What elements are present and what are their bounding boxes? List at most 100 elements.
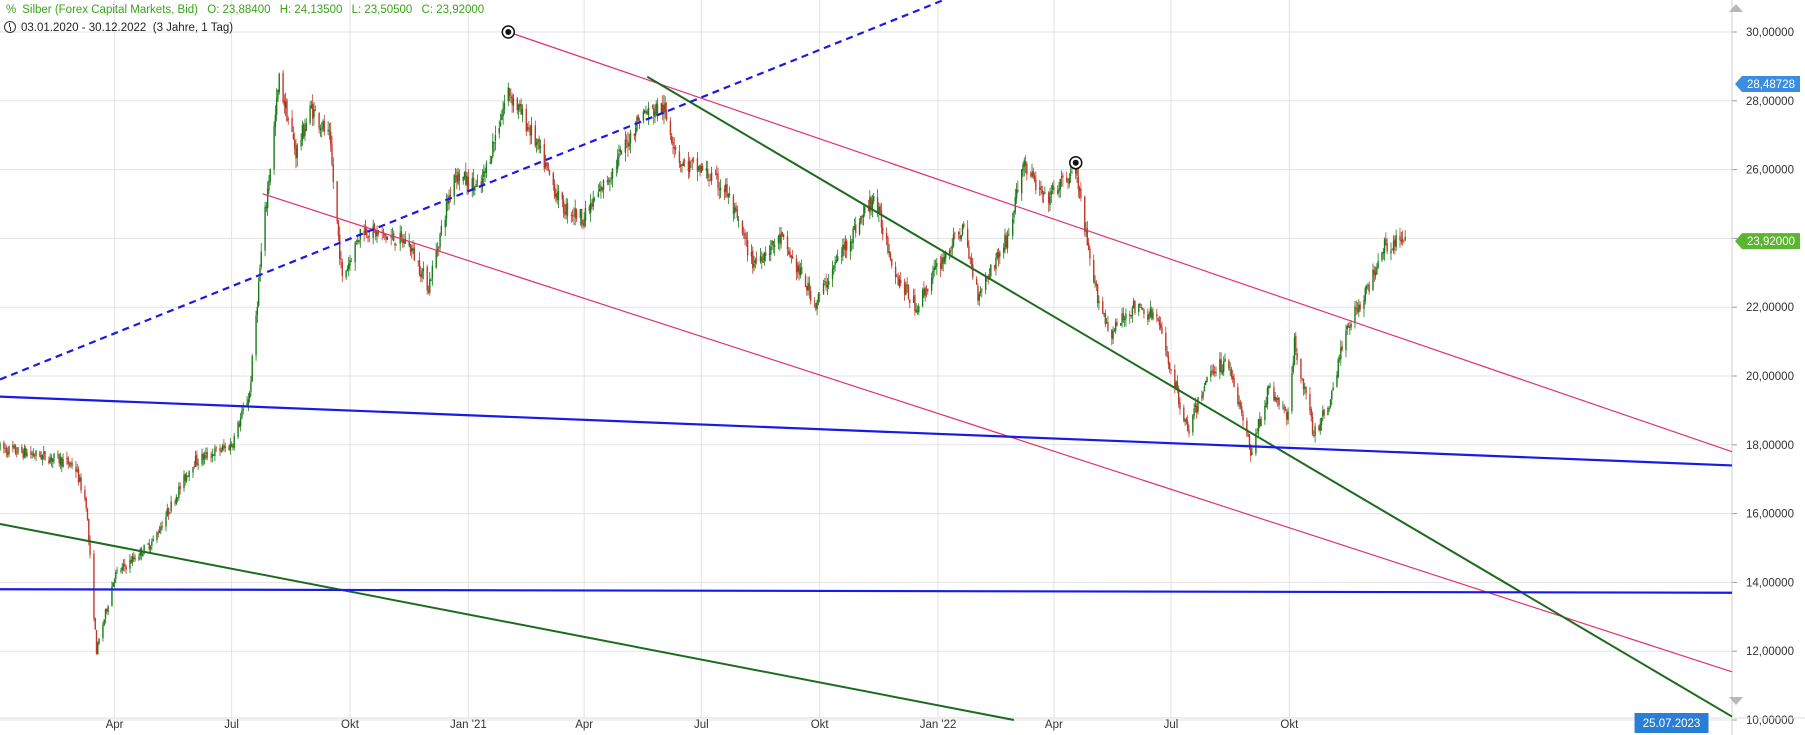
x-tick-label: Jan '21 [450,719,487,731]
candle-body [366,229,368,236]
candle-body [593,198,596,200]
x-tick-label: Okt [811,719,830,731]
candle-body [880,210,883,228]
candle-body [1068,177,1071,184]
blue-trendline[interactable] [0,588,1733,594]
candle-body [1032,171,1034,177]
candle-body [744,232,746,239]
candle-body [691,159,693,161]
candle-body [1130,315,1132,317]
candle-body [707,168,709,178]
candle-body [725,184,727,192]
candle-body [80,477,82,491]
candle-body [194,456,197,467]
candle-body [512,98,515,106]
candle-body [906,284,908,286]
candle-body [86,509,89,520]
date-tag [1634,713,1709,733]
candle-body [574,208,576,218]
candle-body [1104,313,1107,325]
candle-body [12,445,14,449]
date-range-header[interactable]: 03.01.2020 - 30.12.2022 (3 Jahre, 1 Tag) [4,21,233,34]
candle-body [978,293,980,301]
candle-body [699,164,701,172]
candle-body [1069,174,1072,177]
candle-body [1283,407,1285,410]
candle-body [1159,324,1162,328]
candle-body [97,642,99,655]
green-trendline[interactable] [0,522,1015,721]
candle-body [646,111,648,114]
candle-body [257,282,260,306]
candle-body [176,497,179,499]
candle-body [44,451,46,460]
candle-body [939,262,942,269]
candle-body [741,220,744,234]
candle-body [439,233,441,248]
candle-body [534,125,536,146]
candle-body [1286,411,1288,420]
candle-body [1122,312,1125,321]
pink-trendline[interactable] [262,193,1733,673]
candle-body [1268,386,1270,389]
candle-body [372,225,374,238]
candle-body [17,447,19,454]
candle-body [1116,321,1118,326]
candle-body [1175,382,1177,388]
trendlines[interactable] [0,0,1733,721]
candle-body [1004,234,1006,250]
candle-body [553,184,556,197]
candle-body [525,108,527,132]
candle-body [120,570,122,572]
candle-body [275,98,278,115]
candle-body [687,160,690,172]
candle-body [1302,379,1305,390]
candle-body [1141,307,1144,309]
candle-body [818,294,821,296]
candle-body [341,261,343,276]
dashed-trendline[interactable] [0,0,950,381]
candle-body [845,240,848,251]
pink-trendline[interactable] [508,31,1733,453]
candle-body [1395,235,1397,248]
candle-body [1015,189,1018,199]
scroll-up-icon[interactable] [1729,4,1743,12]
candle-body [223,445,225,448]
candle-body [1067,182,1069,183]
green-trendline[interactable] [646,75,1733,718]
candle-body [737,219,740,221]
candle-body [924,288,926,296]
candle-body [266,188,269,209]
candle-body [1194,404,1197,408]
candle-body [318,112,320,129]
candle-body [104,609,107,619]
candle-body [463,172,466,179]
price-tag-label: 23,92000 [1747,236,1795,248]
candle-body [1296,353,1298,360]
candle-body [197,463,199,466]
candle-body [67,457,69,465]
candle-body [615,167,618,169]
candle-body [943,257,946,262]
candle-body [909,299,911,303]
candle-body [933,267,935,271]
candle-body [696,158,699,172]
candle-body [348,263,350,270]
candle-body [323,120,325,132]
instrument-icon: % [6,4,17,16]
candle-body [302,124,305,138]
candle-body [8,446,10,454]
blue-trendline[interactable] [0,395,1733,467]
candle-body [1183,407,1185,421]
range-info: (3 Jahre, 1 Tag) [152,22,234,34]
candle-body [1006,235,1009,249]
candle-body [26,452,28,457]
candle-body [332,164,334,182]
candle-body [764,252,767,257]
candle-body [1177,388,1180,405]
candle-body [160,526,162,531]
candle-body [960,235,962,240]
scroll-down-icon[interactable] [1729,697,1743,705]
candle-body [1087,243,1090,251]
